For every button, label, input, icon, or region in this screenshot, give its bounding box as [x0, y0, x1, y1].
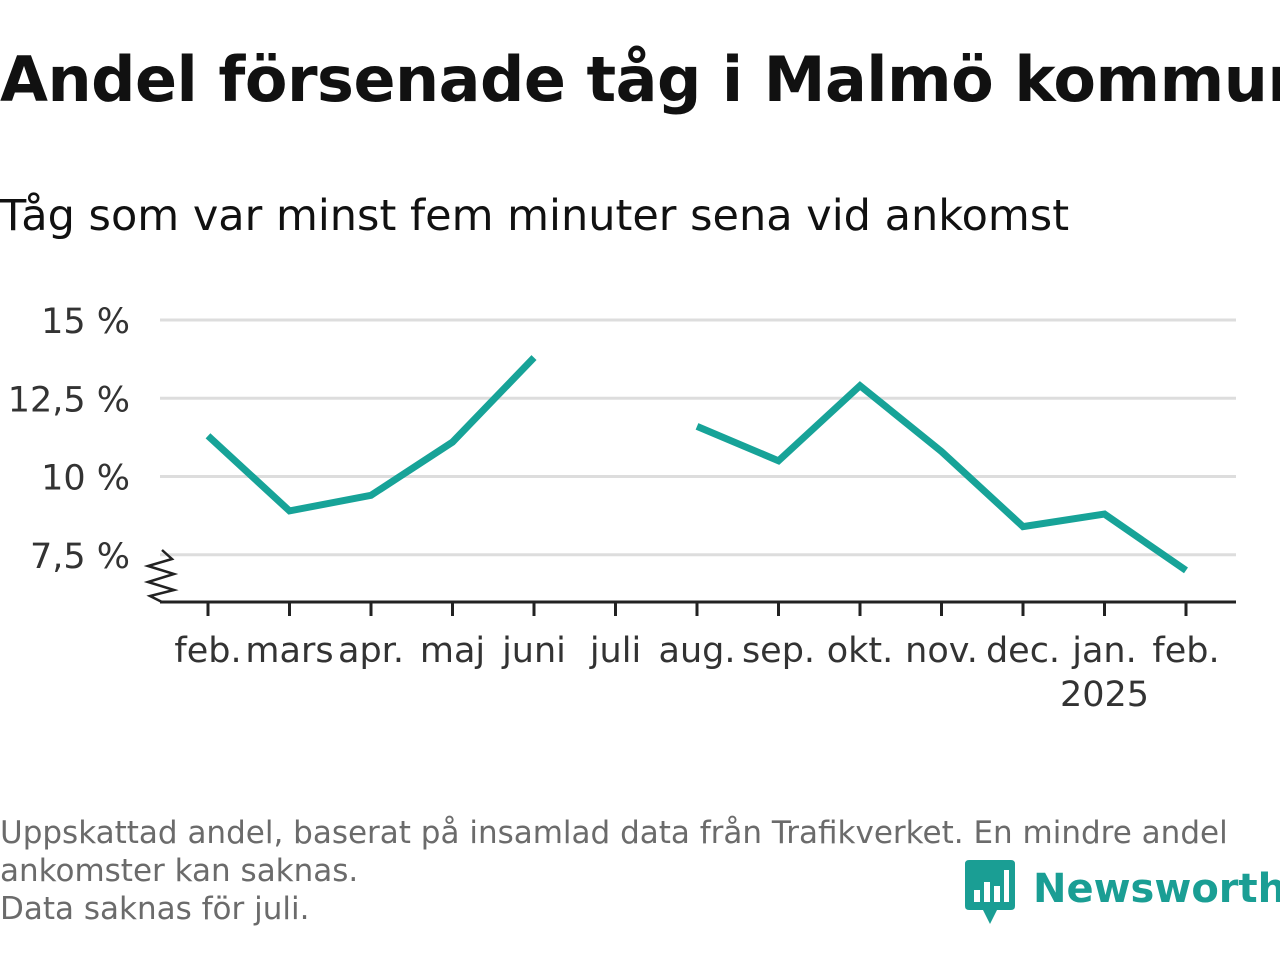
chart-subtitle: Tåg som var minst fem minuter sena vid a…	[0, 191, 1070, 241]
chart-title: Andel försenade tåg i Malmö kommun	[0, 43, 1280, 116]
x-tick-label: apr.	[338, 631, 404, 671]
x-tick-label: maj	[420, 631, 485, 671]
footnote-line: ankomster kan saknas.	[0, 853, 359, 889]
bar-chart-speech-bubble-icon	[965, 860, 1015, 924]
x-tick-label: feb.	[1152, 631, 1219, 671]
newsworthy-logo: Newsworthy	[965, 860, 1280, 928]
series-layer	[205, 355, 1188, 574]
y-tick-label: 7,5 %	[30, 537, 130, 577]
x-tick-label: feb.	[174, 631, 241, 671]
y-tick-label: 12,5 %	[8, 380, 130, 420]
gridlines	[160, 318, 1236, 557]
x-tick-label: aug.	[659, 631, 736, 671]
footnote-line: Uppskattad andel, baserat på insamlad da…	[0, 815, 1228, 851]
y-axis-tick-labels: 7,5 % 10 % 12,5 % 15 %	[8, 302, 130, 577]
x-tick-label: nov.	[905, 631, 978, 671]
logo-text: Newsworthy	[1033, 866, 1280, 912]
x-tick-label: sep.	[742, 631, 815, 671]
footnote-line: Data saknas för juli.	[0, 891, 310, 927]
x-tick-label: mars	[245, 631, 333, 671]
y-tick-label: 15 %	[41, 302, 130, 342]
footnote: Uppskattad andel, baserat på insamlad da…	[0, 814, 1270, 928]
y-tick-label: 10 %	[41, 459, 130, 499]
x-axis	[143, 549, 1236, 616]
x-tick-label: okt.	[827, 631, 894, 671]
axis-break-marker	[143, 549, 179, 604]
series-line	[205, 355, 1188, 574]
x-year-label: 2025	[1060, 675, 1149, 715]
x-tick-label: jan.	[1071, 631, 1136, 671]
x-tick-label: juni	[501, 631, 566, 671]
x-tick-label: dec.	[986, 631, 1060, 671]
x-axis-tick-labels: feb. mars apr. maj juni juli aug. sep. okt. nov. d…	[174, 631, 1219, 715]
x-tick-label: juli	[589, 631, 641, 671]
line-chart: 7,5 %10 %12,5 %15 % feb. mars apr. maj juni j…	[8, 302, 1236, 715]
